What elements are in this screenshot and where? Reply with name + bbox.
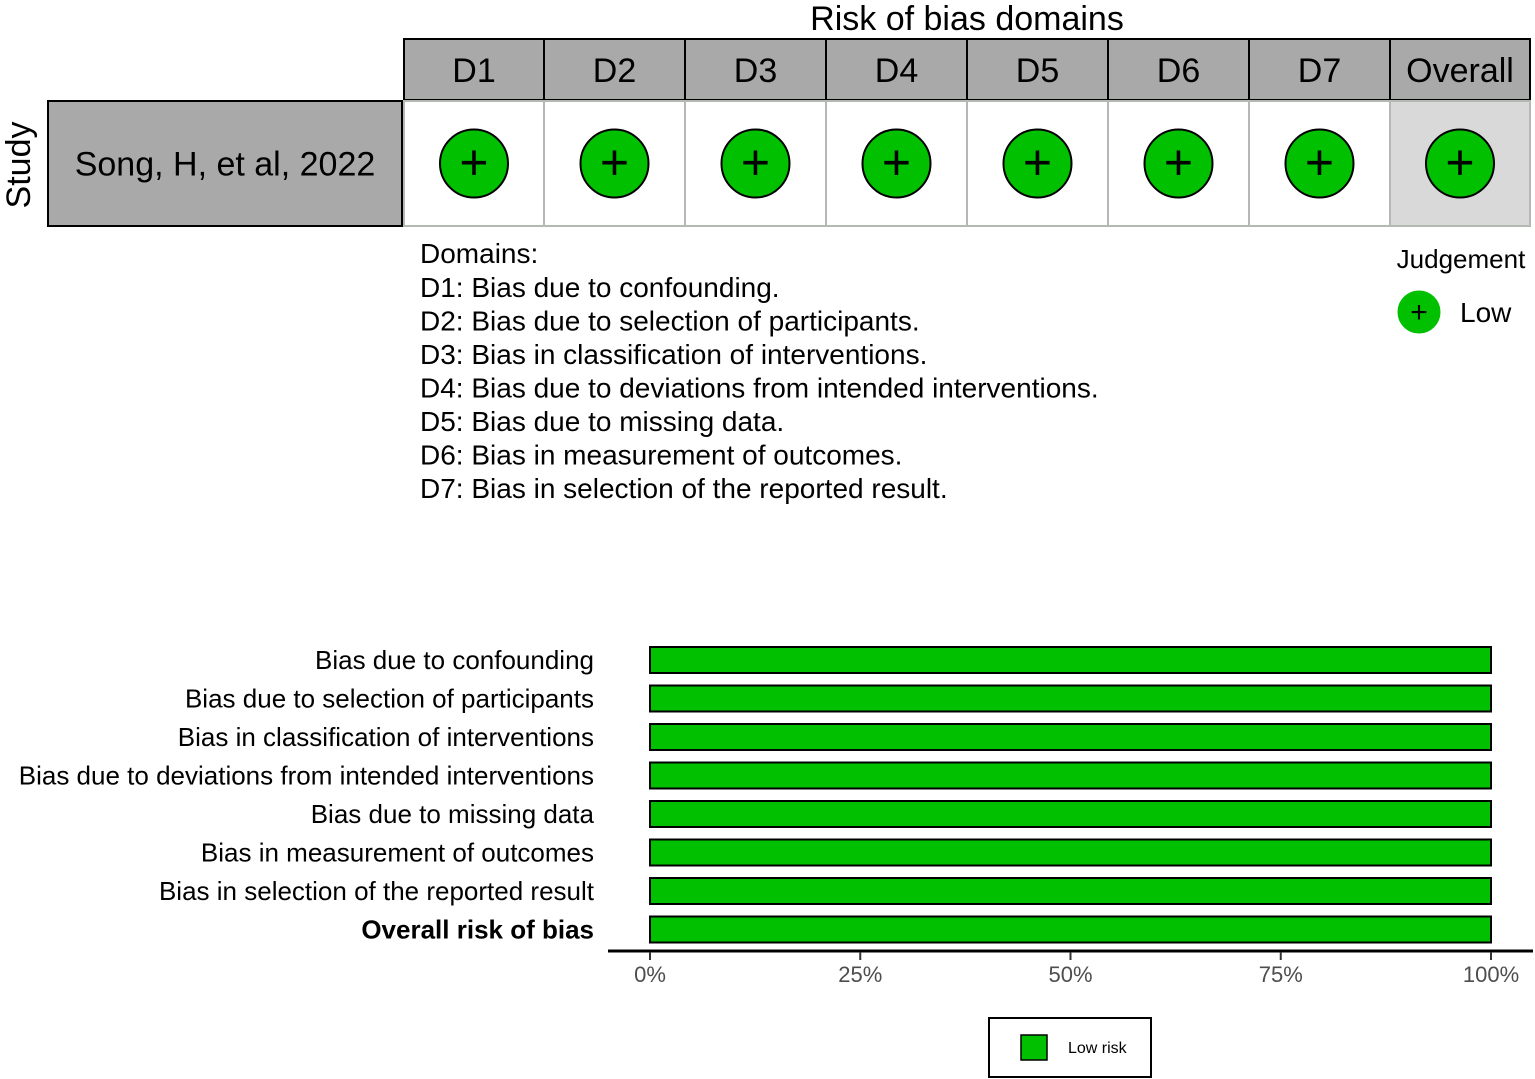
- bar-segment-low-risk: [649, 761, 1492, 790]
- legend-low-risk-label: Low risk: [1068, 1040, 1128, 1057]
- domain-description: D2: Bias due to selection of participant…: [420, 306, 920, 337]
- judgement-symbol: +: [741, 135, 770, 191]
- domain-header-label: D7: [1298, 52, 1341, 90]
- legend-box: [988, 1017, 1152, 1078]
- bar-segment-low-risk: [649, 877, 1492, 905]
- x-tick-label: 0%: [634, 962, 666, 987]
- domain-header-label: D6: [1157, 52, 1200, 90]
- category-labels: Bias due to confounding Bias due to selec…: [19, 645, 595, 945]
- domain-description: D7: Bias in selection of the reported re…: [420, 473, 948, 504]
- low-risk-judgement-icon: [861, 128, 932, 199]
- x-tick-label: 50%: [1048, 962, 1092, 987]
- judgement-legend-title: Judgement: [1397, 244, 1526, 274]
- domains-heading: Domains:: [420, 238, 538, 269]
- category-label: Bias due to deviations from intended int…: [19, 761, 594, 791]
- judgement-symbol: +: [600, 135, 629, 191]
- domain-header-label: D3: [734, 52, 777, 90]
- bar-segment-low-risk: [649, 915, 1492, 944]
- bar-segment-low-risk: [649, 646, 1492, 674]
- bar-segment-low-risk: [649, 838, 1492, 867]
- bar-chart-legend: Low risk: [988, 1017, 1152, 1078]
- category-label: Bias in classification of interventions: [178, 722, 594, 752]
- domain-header-cell: [1389, 38, 1531, 101]
- traffic-plot-title: Risk of bias domains: [810, 0, 1124, 38]
- domain-header-label: D1: [452, 52, 495, 90]
- low-risk-judgement-icon: [579, 128, 650, 199]
- legend-low-symbol: +: [1410, 296, 1428, 329]
- x-tick-label: 25%: [838, 962, 882, 987]
- judgement-legend: Judgement + Low: [1397, 244, 1526, 334]
- domain-descriptions: Domains: D1: Bias due to confounding.D2:…: [420, 238, 1099, 504]
- x-tick-label: 100%: [1463, 962, 1519, 987]
- domain-description: D4: Bias due to deviations from intended…: [420, 373, 1099, 404]
- domain-description: D1: Bias due to confounding.: [420, 272, 780, 303]
- domain-header-label: Overall: [1406, 52, 1514, 90]
- domain-header-cell: [543, 38, 686, 101]
- legend-low-label: Low: [1460, 297, 1512, 328]
- judgement-symbol: +: [1445, 135, 1474, 191]
- judgement-symbol: +: [459, 135, 488, 191]
- study-name-cell: [47, 100, 403, 227]
- x-tick-label: 75%: [1259, 962, 1303, 987]
- low-risk-judgement-icon: [439, 128, 509, 199]
- x-axis-ticks: 0% 25% 50% 75% 100%: [634, 952, 1519, 987]
- legend-low-risk-swatch: [1020, 1034, 1048, 1061]
- study-name-label: Song, H, et al, 2022: [75, 146, 376, 184]
- bar-segment-low-risk: [649, 684, 1492, 713]
- domain-description: D3: Bias in classification of interventi…: [420, 339, 927, 370]
- low-risk-judgement-icon: [1425, 128, 1495, 199]
- low-risk-judgement-icon: [1002, 128, 1073, 199]
- category-label: Bias in measurement of outcomes: [201, 838, 594, 868]
- domain-header-label: D4: [875, 52, 918, 90]
- domain-header-cell: [1107, 38, 1250, 101]
- category-label: Overall risk of bias: [361, 915, 594, 945]
- traffic-light-plot: Risk of bias domains Study D1 D2 D3 D4 D5 D6 D…: [0, 0, 1531, 504]
- judgement-symbol: +: [1164, 135, 1193, 191]
- domain-header-label: D2: [593, 52, 636, 90]
- category-label: Bias in selection of the reported result: [159, 876, 595, 906]
- low-risk-judgement-icon: [1143, 128, 1214, 199]
- domain-header-cell: [403, 38, 545, 101]
- bar-marks: [649, 646, 1492, 944]
- category-label: Bias due to confounding: [315, 645, 594, 675]
- study-rows: Song, H, et al, 2022 + + + + + + + +: [47, 100, 1531, 227]
- domain-header-label: D5: [1016, 52, 1059, 90]
- domain-header-row: D1 D2 D3 D4 D5 D6 D7 Overall: [403, 38, 1531, 101]
- bar-segment-low-risk: [649, 723, 1492, 751]
- legend-low-judgement-icon: [1397, 290, 1441, 334]
- judgement-symbol: +: [1023, 135, 1052, 191]
- low-risk-judgement-icon: [1284, 128, 1355, 199]
- bar-segment-low-risk: [649, 800, 1492, 828]
- domain-description: D5: Bias due to missing data.: [420, 406, 784, 437]
- category-label: Bias due to missing data: [311, 799, 595, 829]
- domain-description: D6: Bias in measurement of outcomes.: [420, 440, 902, 471]
- y-axis-label-study: Study: [0, 122, 38, 209]
- category-label: Bias due to selection of participants: [185, 684, 594, 714]
- judgement-symbol: +: [882, 135, 911, 191]
- low-risk-judgement-icon: [720, 128, 791, 199]
- summary-bar-chart: Bias due to confounding Bias due to selec…: [19, 645, 1533, 1078]
- judgement-symbol: +: [1305, 135, 1334, 191]
